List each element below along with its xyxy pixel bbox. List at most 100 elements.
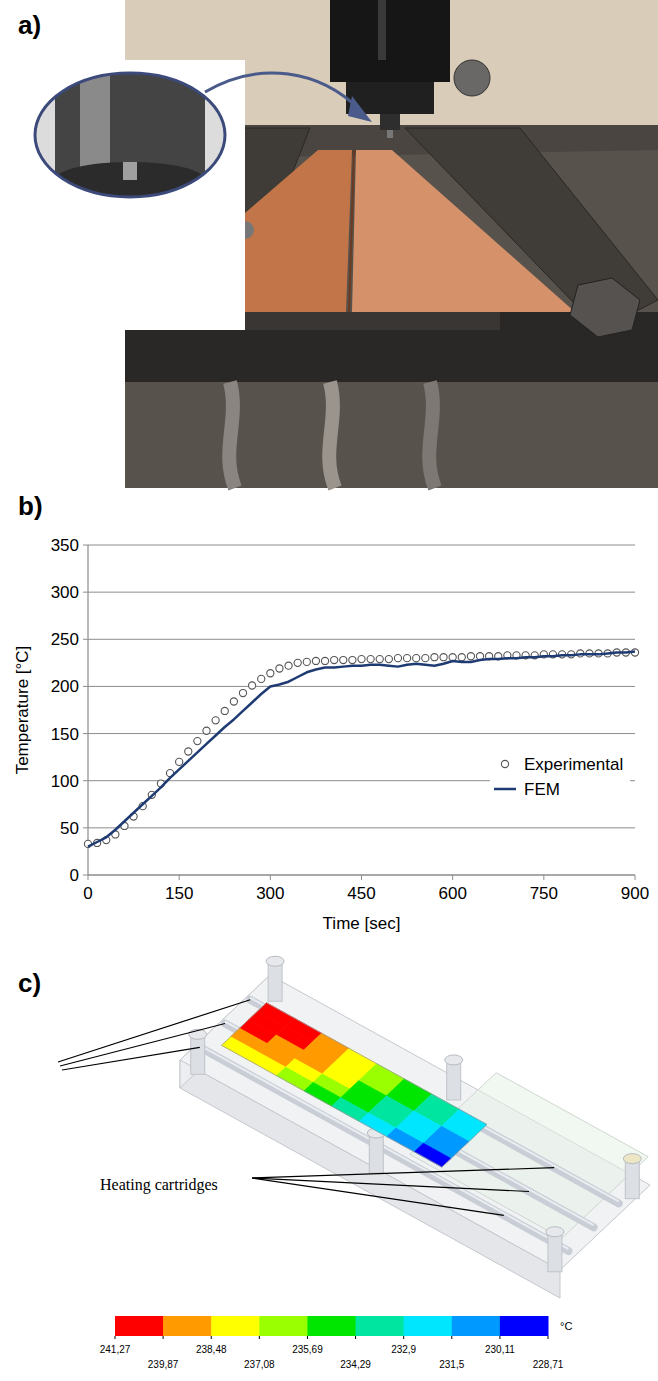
inset-bg [30, 70, 230, 210]
point [440, 654, 447, 661]
tick [83, 639, 88, 640]
tick [83, 592, 88, 593]
shoulder [55, 70, 205, 180]
tick-label: 237,08 [244, 1359, 275, 1370]
plot-marks [84, 649, 638, 848]
colorbar-band [452, 1316, 501, 1336]
tick [543, 875, 544, 880]
cartridge-shine [250, 998, 619, 1202]
bolt [369, 1133, 383, 1173]
colorbar-band [500, 1316, 549, 1336]
point [358, 655, 365, 662]
point [376, 655, 383, 662]
tick [361, 875, 362, 880]
y-axis [87, 545, 88, 875]
bolt-head [546, 1227, 564, 1237]
tick [548, 1336, 549, 1339]
point [285, 662, 292, 669]
bolt [191, 1034, 205, 1074]
tick-label: 100 [51, 772, 79, 791]
point [367, 655, 374, 662]
colorbar-band [307, 1316, 356, 1336]
figure: a)b)050100150200250300350015030045060075… [0, 0, 658, 1381]
grid-line [88, 686, 635, 687]
annotation: Heating cartridges [100, 1176, 218, 1194]
legend: Experimental FEM [490, 748, 630, 804]
panel-label: b) [18, 491, 43, 521]
grid-line [88, 875, 635, 876]
tick-label: 231,5 [439, 1359, 464, 1370]
tick-label: 228,71 [533, 1359, 564, 1370]
point [230, 698, 237, 705]
tick [115, 1336, 116, 1339]
tick [163, 1336, 164, 1339]
tick-label: 230,11 [485, 1344, 515, 1355]
tick [83, 686, 88, 687]
cartridge-shine [225, 1022, 594, 1226]
tick-label: 150 [165, 884, 193, 903]
grid-line [88, 733, 635, 734]
inset-bg [0, 60, 245, 330]
axis-title: Time [sec] [323, 914, 401, 933]
point [340, 656, 347, 663]
x-axis [88, 874, 635, 875]
legend-bg [490, 748, 630, 804]
tick [452, 875, 453, 880]
point [239, 689, 246, 696]
tick [88, 875, 89, 880]
point [212, 717, 219, 724]
point [403, 655, 410, 662]
tick-label: 150 [51, 725, 79, 744]
copper-right [352, 150, 575, 312]
cartridge [225, 1024, 594, 1228]
pin [123, 162, 137, 180]
point [467, 653, 474, 660]
arrow-head [348, 96, 372, 122]
panel-c: c)Heating cartridges241,27239,87238,4823… [18, 956, 650, 1370]
leader-line [252, 1178, 504, 1215]
leader-line [62, 1047, 200, 1070]
colorbar-band [404, 1316, 453, 1336]
grid-line [88, 639, 635, 640]
leader-line [60, 1024, 225, 1067]
point [258, 675, 265, 682]
point [349, 656, 356, 663]
tick [403, 1336, 404, 1339]
colorbar-band [356, 1316, 405, 1336]
tick-label: 900 [621, 884, 649, 903]
legend-label: Experimental [524, 755, 623, 774]
tick [270, 875, 271, 880]
tick [259, 1336, 260, 1339]
colorbar-band [259, 1316, 308, 1336]
tick [83, 733, 88, 734]
tool [380, 114, 400, 130]
point [458, 654, 465, 661]
panel-b: b)05010015020025030035001503004506007509… [13, 491, 649, 933]
tick-label: 350 [51, 536, 79, 555]
bolt [625, 1159, 639, 1199]
tick [179, 875, 180, 880]
tick-label: 300 [256, 884, 284, 903]
bolt [454, 60, 490, 96]
point [176, 758, 183, 765]
tick-label: 235,69 [292, 1344, 323, 1355]
tick-label: 239,87 [148, 1359, 179, 1370]
tick [211, 1336, 212, 1339]
panel-label: a) [18, 10, 41, 40]
bolt [447, 1060, 461, 1100]
colorbar-band [115, 1316, 164, 1336]
point [431, 654, 438, 661]
legend-swatch [494, 788, 516, 791]
tick-label: 600 [438, 884, 466, 903]
point [203, 727, 210, 734]
legend-label: FEM [524, 780, 560, 799]
cartridge-shine [200, 1045, 569, 1249]
point [312, 657, 319, 664]
tool-holder [330, 0, 450, 82]
colorbar-unit: °C [560, 1320, 572, 1332]
point [249, 682, 256, 689]
tick [451, 1336, 452, 1339]
seam [349, 150, 354, 312]
leader-line [58, 1000, 250, 1062]
point [194, 738, 201, 745]
